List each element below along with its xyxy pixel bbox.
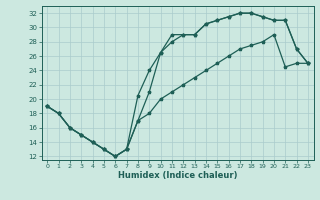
X-axis label: Humidex (Indice chaleur): Humidex (Indice chaleur) [118,171,237,180]
